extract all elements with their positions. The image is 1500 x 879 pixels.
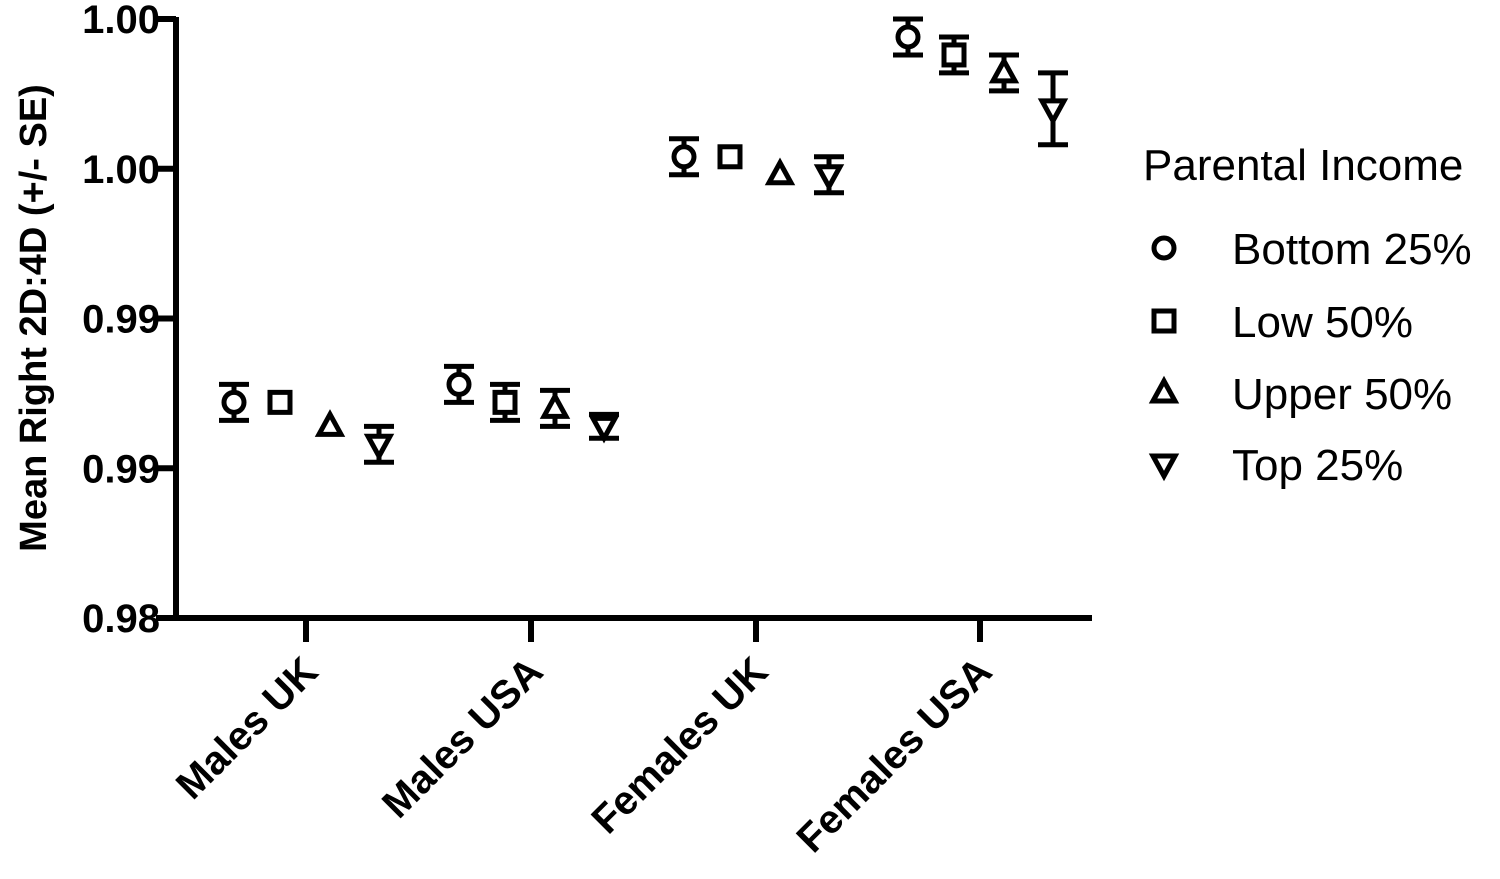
point-square [717,144,743,170]
legend-marker-triangle-down [1148,453,1180,482]
point-square [267,389,293,415]
point-square [492,389,518,415]
x-axis: Males UK Males USA Females UK Females USA [168,615,1092,861]
y-tick-label: 1.00 [82,148,160,192]
legend-label: Low 50% [1232,298,1413,347]
legend-label: Bottom 25% [1232,225,1472,274]
point-triangle-up [539,391,571,419]
y-tick-label: 0.99 [82,447,160,491]
legend-item: Low 50% [1151,298,1413,347]
point-triangle-up [988,55,1020,84]
legend-label: Top 25% [1232,441,1403,490]
y-tick-label: 1.00 [82,0,160,42]
point-triangle-down [1037,98,1069,127]
legend-marker-square [1151,308,1177,334]
legend-item: Upper 50% [1148,370,1452,419]
legend-marker-circle [1151,235,1177,261]
point-circle [446,371,472,397]
legend-title: Parental Income [1143,141,1463,190]
y-tick-label: 0.99 [82,298,160,342]
legend: Parental Income Bottom 25% Low 50% Upper 5… [1143,141,1472,490]
legend-marker-triangle-up [1148,375,1180,404]
point-triangle-down [813,164,845,192]
point-triangle-up [764,157,796,186]
y-axis: 0.98 0.99 0.99 1.00 1.00 [82,0,179,641]
point-triangle-down [588,415,620,444]
x-category-label: Males USA [374,649,551,826]
point-circle [895,24,921,50]
x-category-label: Females UK [583,649,776,842]
x-category-label: Females USA [788,649,1000,861]
point-triangle-down [363,433,395,462]
data-marks [219,16,1069,465]
legend-label: Upper 50% [1232,370,1452,419]
y-axis-title: Mean Right 2D:4D (+/- SE) [13,84,55,552]
point-circle [221,389,247,415]
point-square [941,42,967,68]
point-circle [671,144,697,170]
x-category-label: Males UK [168,649,327,808]
point-triangle-up [314,409,346,437]
legend-item: Bottom 25% [1151,225,1472,274]
legend-item: Top 25% [1148,441,1403,490]
y-tick-label: 0.98 [82,597,160,641]
